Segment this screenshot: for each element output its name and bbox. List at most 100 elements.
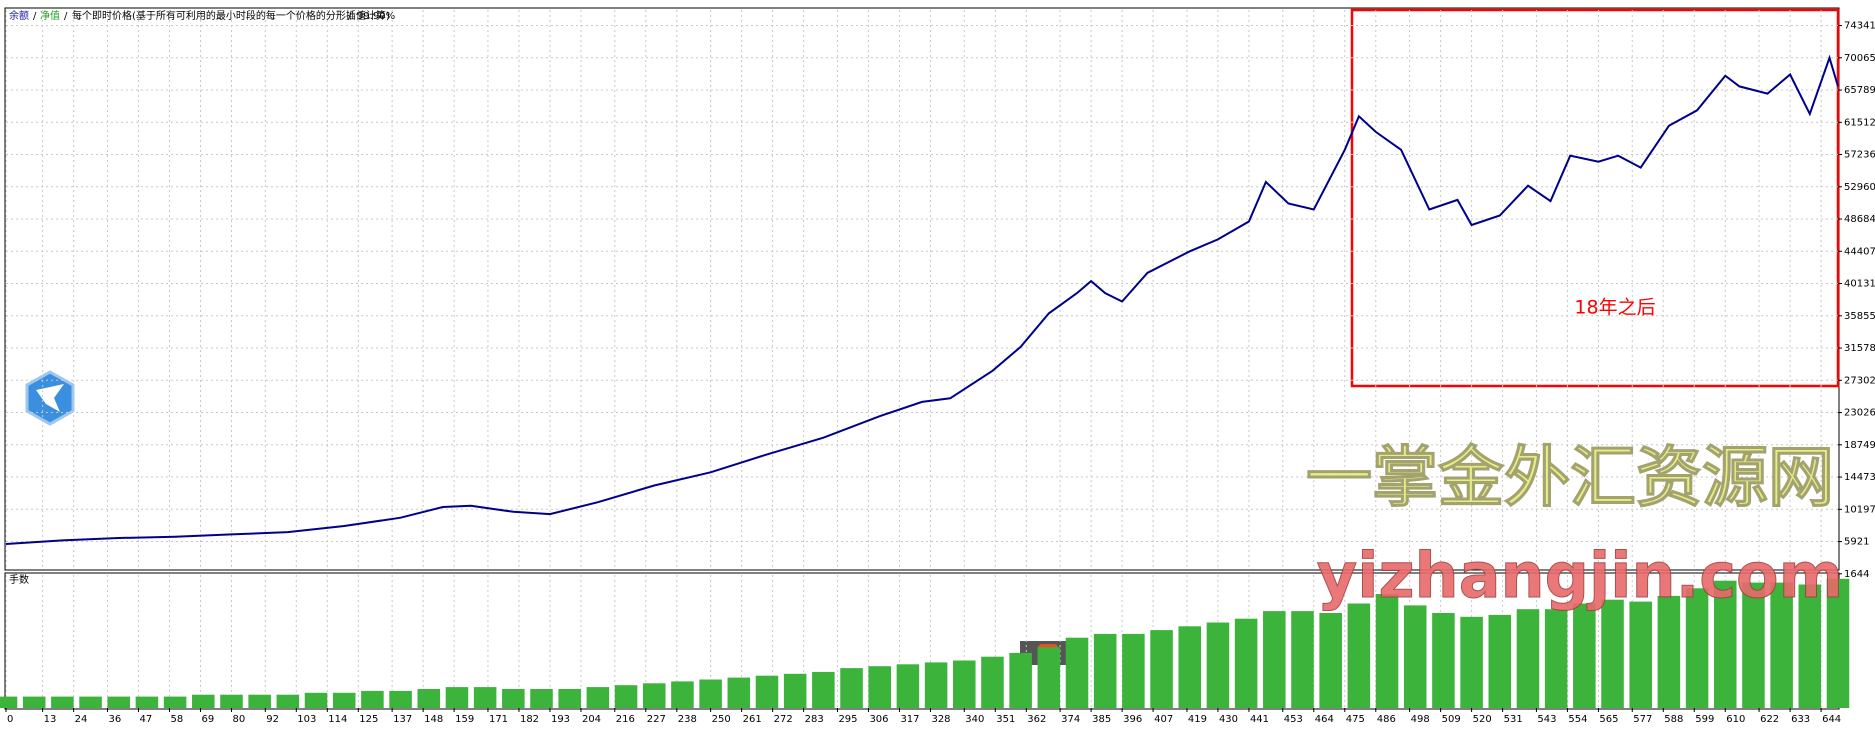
x-tick-label: 114 [328, 714, 347, 725]
lot-bar [1065, 637, 1089, 708]
lot-bar [614, 685, 638, 708]
lot-bar [389, 690, 412, 708]
x-tick-label: 0 [7, 714, 13, 725]
x-tick-label: 250 [712, 714, 731, 725]
x-tick-label: 47 [139, 714, 152, 725]
y-tick-label: 23026 [1844, 408, 1875, 419]
lot-bar [1206, 622, 1230, 708]
x-tick-label: 565 [1599, 714, 1618, 725]
x-tick-label: 261 [743, 714, 762, 725]
x-tick-label: 24 [75, 714, 88, 725]
x-tick-label: 92 [266, 714, 279, 725]
lot-bar [1601, 599, 1624, 708]
x-tick-label: 227 [647, 714, 666, 725]
x-tick-label: 362 [1027, 714, 1046, 725]
watermark-title: 一掌金外汇资源网 [1306, 439, 1834, 516]
lot-bar [361, 690, 384, 708]
x-tick-label: 577 [1633, 714, 1652, 725]
lot-bar [1685, 588, 1709, 708]
lot-bar [783, 673, 807, 708]
y-tick-label: 70065 [1844, 53, 1875, 64]
y-tick-label: 5921 [1844, 537, 1869, 548]
lot-bar [1544, 609, 1568, 708]
x-tick-label: 328 [931, 714, 950, 725]
equity-label: 净值 [40, 9, 60, 22]
x-tick-label: 599 [1695, 714, 1714, 725]
x-tick-label: 80 [232, 714, 245, 725]
annotation: 18年之后 [1574, 297, 1655, 319]
y-tick-label: 18749 [1844, 440, 1875, 451]
x-tick-label: 69 [201, 714, 214, 725]
lot-bar [304, 692, 328, 708]
lot-bar [953, 660, 976, 708]
y-tick-label: 65789 [1844, 85, 1875, 96]
x-tick-label: 498 [1411, 714, 1430, 725]
x-tick-label: 644 [1822, 714, 1841, 725]
lot-bar [1488, 614, 1512, 708]
x-tick-label: 531 [1504, 714, 1523, 725]
lot-bar [1742, 582, 1765, 708]
sep: / [348, 11, 352, 22]
y-tick-label: 1644 [1844, 569, 1869, 580]
lot-bar [1770, 582, 1793, 708]
x-tick-label: 148 [424, 714, 443, 725]
x-tick-label: 419 [1188, 714, 1207, 725]
y-tick-label: 57236 [1844, 150, 1875, 161]
x-tick-label: 396 [1123, 714, 1142, 725]
lot-bar [812, 671, 835, 708]
x-tick-label: 317 [900, 714, 919, 725]
lot-bar [1009, 652, 1032, 708]
lot-bar [1629, 601, 1652, 708]
x-tick-label: 171 [489, 714, 508, 725]
lot-bar [530, 689, 553, 708]
lot-bar [51, 696, 74, 708]
x-tick-label: 137 [393, 714, 412, 725]
x-tick-label: 340 [965, 714, 984, 725]
x-tick-label: 36 [108, 714, 121, 725]
y-tick-label: 61512 [1844, 117, 1875, 128]
x-tick-label: 588 [1664, 714, 1683, 725]
lot-bar [1178, 626, 1202, 708]
balance-label: 余额 [9, 9, 29, 22]
lot-bar [417, 689, 441, 708]
lot-bar [981, 656, 1004, 708]
x-tick-label: 125 [359, 714, 378, 725]
y-tick-label: 31578 [1844, 343, 1875, 354]
lot-bar [445, 687, 469, 708]
y-tick-label: 52960 [1844, 182, 1875, 193]
x-tick-label: 272 [774, 714, 793, 725]
x-tick-label: 306 [869, 714, 888, 725]
lot-bar [107, 696, 131, 708]
lot-bar [1460, 616, 1483, 708]
lot-bar [586, 687, 610, 708]
x-tick-label: 554 [1568, 714, 1587, 725]
subtitle: 每个即时价格(基于所有可利用的最小时段的每一个价格的分形插值计算) [72, 9, 390, 22]
lot-bar [1516, 609, 1540, 708]
lot-bar [868, 666, 891, 708]
lot-bar [924, 662, 948, 708]
x-tick-label: 58 [170, 714, 183, 725]
lot-bar [79, 696, 102, 708]
lot-bar [220, 694, 243, 708]
x-tick-label: 295 [838, 714, 857, 725]
x-tick-label: 486 [1377, 714, 1396, 725]
x-tick-label: 182 [520, 714, 539, 725]
sep: / [64, 11, 68, 22]
x-tick-label: 351 [996, 714, 1015, 725]
lots-title: 手数 [9, 573, 29, 586]
sep: / [33, 11, 37, 22]
y-tick-label: 44407 [1844, 246, 1875, 257]
lot-bar [276, 694, 300, 708]
lot-bar [1573, 603, 1596, 708]
lot-bar [558, 689, 581, 708]
quality: 99.90% [357, 11, 395, 22]
y-tick-label: 40131 [1844, 279, 1875, 290]
lot-bar [1150, 630, 1173, 708]
lot-bar [1037, 647, 1061, 708]
lot-bar [1657, 595, 1681, 708]
lot-bar [1093, 633, 1117, 708]
lot-bar [192, 694, 215, 708]
lot-bar [332, 692, 356, 708]
x-tick-label: 103 [297, 714, 316, 725]
